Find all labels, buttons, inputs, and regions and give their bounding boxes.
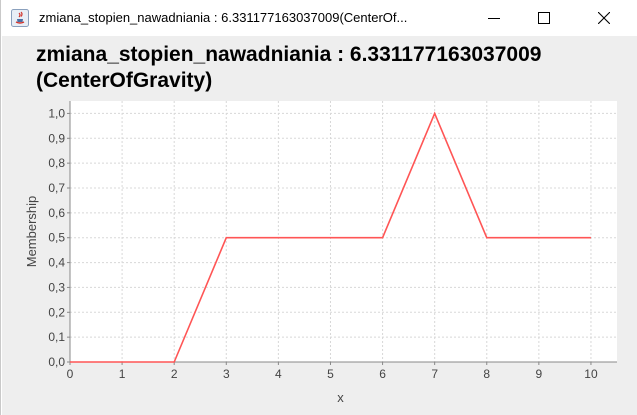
x-tick-label: 1 xyxy=(119,367,126,381)
x-tick-label: 5 xyxy=(327,367,334,381)
x-tick-label: 0 xyxy=(67,367,74,381)
y-tick-label: 0,3 xyxy=(48,280,65,294)
title-bar[interactable]: zmiana_stopien_nawadniania : 6.331177163… xyxy=(1,0,637,36)
plot-area xyxy=(70,101,617,362)
close-icon xyxy=(598,12,610,24)
y-tick-label: 0,5 xyxy=(48,231,65,245)
y-tick-label: 0,8 xyxy=(48,156,65,170)
x-tick-label: 8 xyxy=(483,367,490,381)
chart-title: zmiana_stopien_nawadniania : 6.331177163… xyxy=(36,43,542,92)
window-title: zmiana_stopien_nawadniania : 6.331177163… xyxy=(39,10,408,25)
y-tick-label: 0,0 xyxy=(48,355,65,369)
x-tick-label: 2 xyxy=(171,367,178,381)
x-tick-label: 10 xyxy=(584,367,598,381)
y-axis-label: Membership xyxy=(24,196,39,268)
x-tick-label: 4 xyxy=(275,367,282,381)
y-tick-label: 0,9 xyxy=(48,131,65,145)
close-button[interactable] xyxy=(581,0,627,36)
x-axis-label: x xyxy=(337,390,344,405)
maximize-icon xyxy=(538,12,550,24)
x-tick-label: 3 xyxy=(223,367,230,381)
y-tick-label: 0,1 xyxy=(48,330,65,344)
minimize-button[interactable] xyxy=(471,0,517,36)
minimize-icon xyxy=(488,18,500,19)
membership-series-line xyxy=(70,111,591,363)
maximize-button[interactable] xyxy=(521,0,567,36)
y-tick-label: 0,7 xyxy=(48,181,65,195)
y-tick-label: 0,6 xyxy=(48,206,65,220)
y-tick-label: 0,4 xyxy=(48,256,65,270)
y-tick-label: 1,0 xyxy=(48,106,65,120)
y-tick-label: 0,2 xyxy=(48,305,65,319)
x-tick-label: 6 xyxy=(379,367,386,381)
x-tick-label: 7 xyxy=(431,367,438,381)
x-tick-label: 9 xyxy=(536,367,543,381)
java-app-icon xyxy=(11,9,29,27)
